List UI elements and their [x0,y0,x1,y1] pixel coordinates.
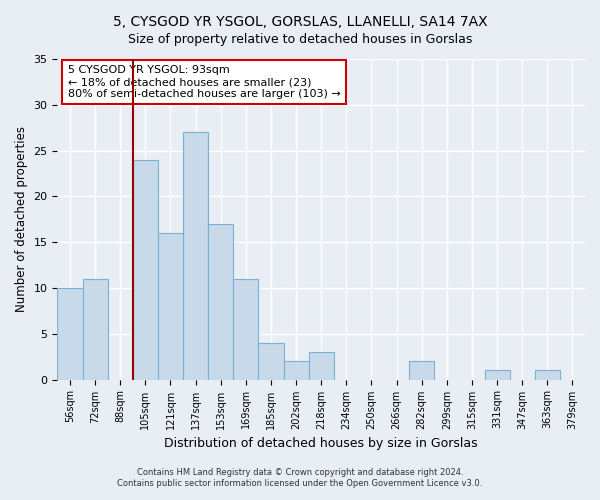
Bar [83,279,107,380]
Bar [409,362,434,380]
X-axis label: Distribution of detached houses by size in Gorslas: Distribution of detached houses by size … [164,437,478,450]
Bar [58,288,83,380]
Text: Size of property relative to detached houses in Gorslas: Size of property relative to detached ho… [128,32,472,46]
Bar [133,160,158,380]
Text: 5, CYSGOD YR YSGOL, GORSLAS, LLANELLI, SA14 7AX: 5, CYSGOD YR YSGOL, GORSLAS, LLANELLI, S… [113,15,487,29]
Text: Contains HM Land Registry data © Crown copyright and database right 2024.
Contai: Contains HM Land Registry data © Crown c… [118,468,482,487]
Text: 5 CYSGOD YR YSGOL: 93sqm
← 18% of detached houses are smaller (23)
80% of semi-d: 5 CYSGOD YR YSGOL: 93sqm ← 18% of detach… [68,66,341,98]
Bar [485,370,509,380]
Bar [535,370,560,380]
Bar [233,279,259,380]
Y-axis label: Number of detached properties: Number of detached properties [15,126,28,312]
Bar [284,362,308,380]
Bar [308,352,334,380]
Bar [158,233,183,380]
Bar [259,343,284,380]
Bar [183,132,208,380]
Bar [208,224,233,380]
